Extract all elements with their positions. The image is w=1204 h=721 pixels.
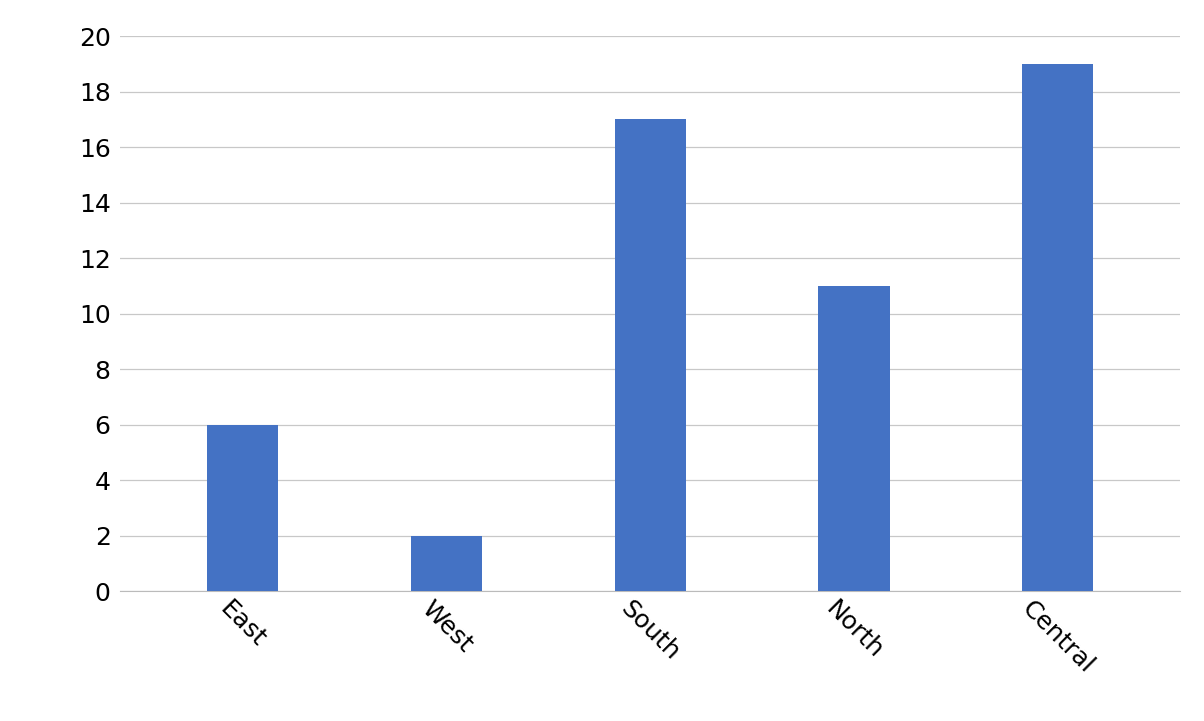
Bar: [614, 119, 686, 591]
Bar: [207, 425, 278, 591]
Bar: [819, 286, 890, 591]
Bar: [1022, 64, 1093, 591]
Bar: [411, 536, 482, 591]
